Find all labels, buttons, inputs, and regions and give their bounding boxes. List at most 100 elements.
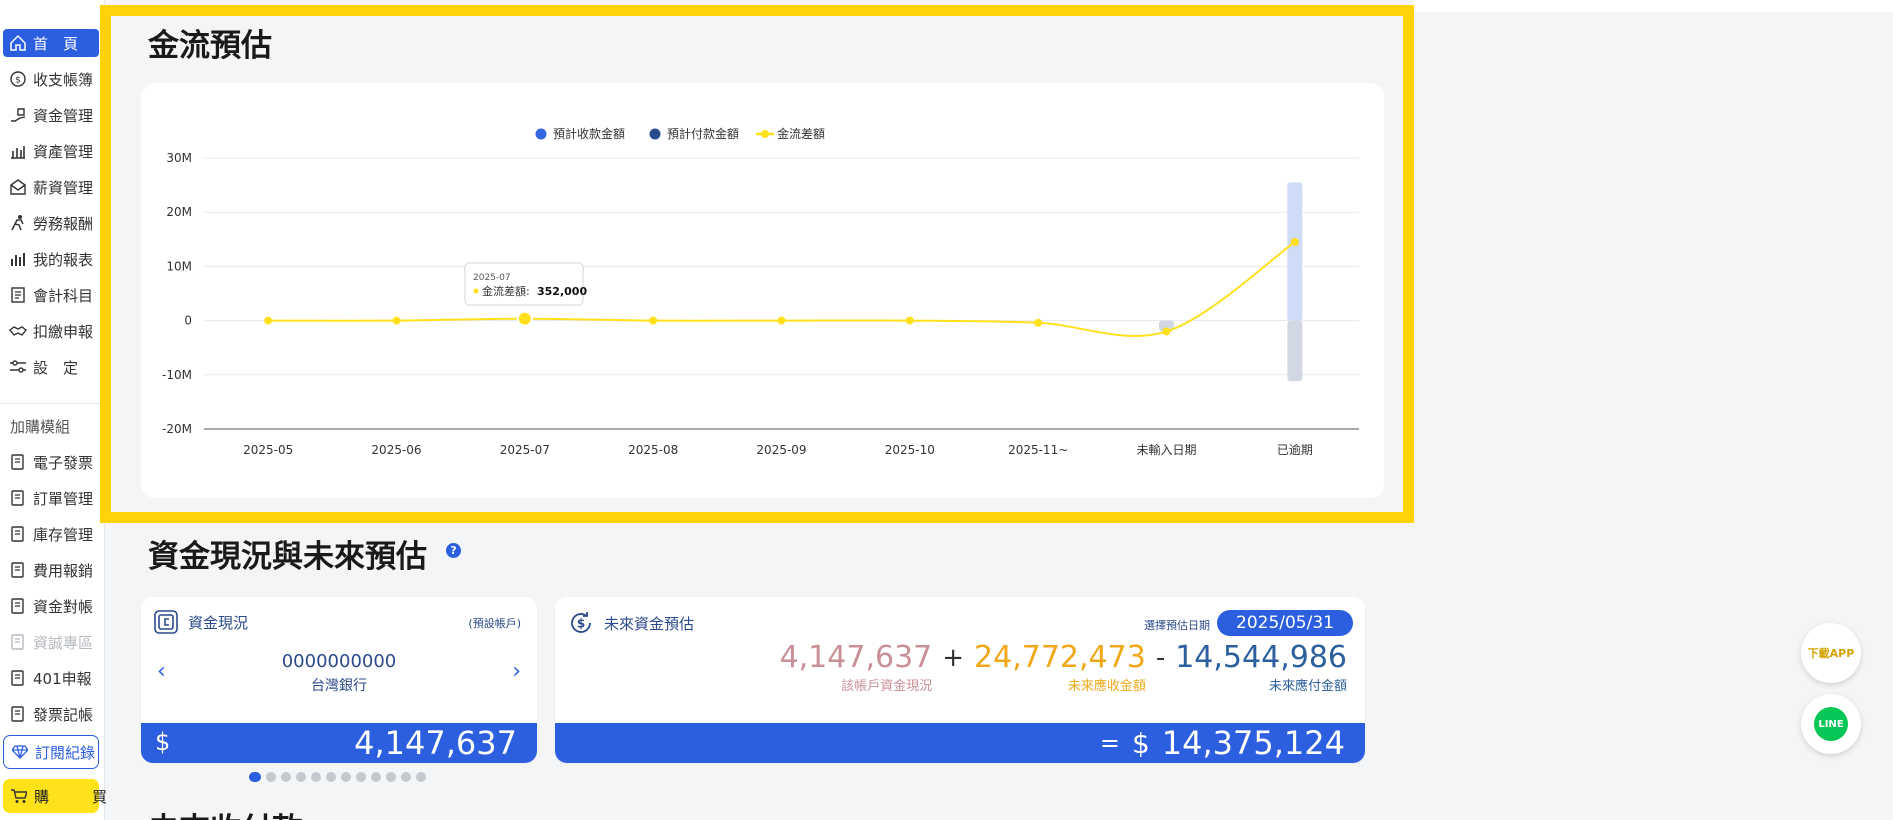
- cashflow-diff-point: [392, 316, 401, 325]
- cashflow-diff-point: [1162, 327, 1171, 336]
- tooltip-value: 352,000: [537, 285, 587, 298]
- document-icon: [9, 489, 27, 507]
- document-icon: [9, 453, 27, 471]
- cart-icon: [11, 788, 27, 804]
- pager-dot[interactable]: [326, 772, 336, 782]
- forecast-formula: 4,147,637 該帳戶資金現況 + 24,772,473 未來應收金額 - …: [780, 640, 1347, 695]
- addon-item-7[interactable]: 發票記帳: [3, 700, 99, 728]
- help-icon[interactable]: ?: [446, 543, 461, 558]
- bank-card-icon: [154, 610, 178, 634]
- y-tick-label: -20M: [162, 422, 192, 436]
- addon-item-label: 401申報: [33, 669, 92, 688]
- top-strip: [1414, 0, 1893, 12]
- default-account-tag: (預設帳戶): [468, 617, 521, 630]
- sidebar-item-label: 勞務報酬: [33, 214, 94, 233]
- addon-item-1[interactable]: 訂單管理: [3, 484, 99, 512]
- coin-icon: $: [9, 70, 27, 88]
- pager-dot[interactable]: [401, 772, 411, 782]
- line-button[interactable]: LINE: [1801, 694, 1861, 754]
- payable-bar: [1287, 320, 1303, 382]
- sidebar-item-label: 我的報表: [33, 250, 94, 269]
- home-icon: [9, 34, 27, 52]
- sidebar-item-label: 薪資管理: [33, 178, 94, 197]
- addon-item-label: 庫存管理: [33, 525, 94, 544]
- sidebar-item-4[interactable]: 薪資管理: [3, 173, 99, 201]
- sidebar-item-label: 設 定: [33, 358, 79, 377]
- funds-title: 資金現況與未來預估: [148, 539, 427, 575]
- sidebar-item-6[interactable]: 我的報表: [3, 245, 99, 273]
- pager-dot[interactable]: [266, 772, 276, 782]
- addon-item-label: 發票記帳: [33, 705, 94, 724]
- current-balance-label: 該帳戶資金現況: [841, 679, 933, 694]
- pager-dot[interactable]: [281, 772, 291, 782]
- receivable-label: 未來應收金額: [1067, 679, 1146, 694]
- addon-item-4[interactable]: 資金對帳: [3, 592, 99, 620]
- current-amount: 4,147,637: [354, 724, 517, 762]
- pager-dot[interactable]: [386, 772, 396, 782]
- pager-dot[interactable]: [341, 772, 351, 782]
- cashflow-diff-point: [264, 316, 273, 325]
- current-funds-title: 資金現況: [188, 613, 249, 632]
- sidebar-item-7[interactable]: 會計科目: [3, 281, 99, 309]
- buy-button[interactable]: 購 買: [3, 779, 107, 813]
- payable-value: 14,544,986: [1175, 640, 1347, 675]
- cashflow-diff-point: [777, 316, 786, 325]
- current-funds-card: 資金現況 (預設帳戶) ‹ › 0000000000 台灣銀行 $ 4,147,…: [141, 597, 537, 763]
- next-section-title: 未來收付款: [148, 810, 328, 820]
- addon-item-6[interactable]: 401申報: [3, 664, 99, 692]
- addon-item-3[interactable]: 費用報銷: [3, 556, 99, 584]
- next-account-button[interactable]: ›: [512, 659, 521, 684]
- document-icon: [9, 561, 27, 579]
- cashflow-diff-point: [649, 316, 658, 325]
- diamond-icon: [12, 745, 28, 759]
- sidebar-item-2[interactable]: 資金管理: [3, 101, 99, 129]
- sidebar-item-0[interactable]: 首 頁: [3, 29, 99, 57]
- sidebar: 首 頁 $ 收支帳簿 資金管理 資產管理 薪資管理 勞務報酬 我的報表 會計科目 扣繳申報設 定 …: [0, 0, 107, 820]
- hand-money-icon: [9, 106, 27, 124]
- download-app-button[interactable]: 下載APP: [1801, 623, 1861, 683]
- receivable-bar: [1287, 182, 1303, 321]
- x-tick-label: 2025-06: [371, 443, 421, 457]
- pager-dot[interactable]: [296, 772, 306, 782]
- worker-icon: [9, 214, 27, 232]
- sidebar-divider: [0, 403, 100, 404]
- addon-item-0[interactable]: 電子發票: [3, 448, 99, 476]
- pager-dot[interactable]: [356, 772, 366, 782]
- sidebar-item-9[interactable]: 設 定: [3, 353, 99, 381]
- sidebar-item-8[interactable]: 扣繳申報: [3, 317, 99, 345]
- current-currency: $: [155, 728, 171, 756]
- sidebar-item-label: 收支帳簿: [33, 70, 94, 89]
- date-select-label: 選擇預估日期: [1144, 619, 1210, 632]
- pager-dot[interactable]: [311, 772, 321, 782]
- pager-dot[interactable]: [416, 772, 426, 782]
- sidebar-item-label: 首 頁: [33, 34, 79, 53]
- document-icon: [9, 597, 27, 615]
- addon-item-label: 電子發票: [33, 453, 94, 472]
- document-icon: [9, 525, 27, 543]
- x-tick-label: 2025-11~: [1008, 443, 1068, 457]
- bank-name: 台灣銀行: [311, 678, 367, 694]
- sidebar-item-5[interactable]: 勞務報酬: [3, 209, 99, 237]
- buy-label: 購 買: [34, 787, 122, 806]
- document-icon: [9, 669, 27, 687]
- tooltip-marker: [473, 288, 479, 294]
- pager-dot[interactable]: [249, 772, 261, 782]
- prev-account-button[interactable]: ‹: [157, 659, 166, 684]
- sidebar-item-label: 資產管理: [33, 142, 94, 161]
- addon-item-label: 訂單管理: [33, 489, 94, 508]
- svg-text:$: $: [15, 76, 21, 86]
- sidebar-item-label: 會計科目: [33, 286, 94, 305]
- addon-item-2[interactable]: 庫存管理: [3, 520, 99, 548]
- subscription-record-button[interactable]: 訂閱紀錄: [3, 735, 99, 769]
- payable-label: 未來應付金額: [1268, 679, 1347, 694]
- sidebar-item-3[interactable]: 資產管理: [3, 137, 99, 165]
- y-tick-label: 0: [184, 314, 192, 328]
- forecast-date-picker[interactable]: 2025/05/31: [1217, 610, 1353, 636]
- pager-dot[interactable]: [371, 772, 381, 782]
- sidebar-item-1[interactable]: $ 收支帳簿: [3, 65, 99, 93]
- y-tick-label: 20M: [166, 205, 192, 219]
- handshake-icon: [9, 322, 27, 340]
- legend-label: 金流差額: [777, 126, 825, 141]
- plus-sign: +: [942, 643, 965, 673]
- addon-item-label: 資金對帳: [33, 597, 94, 616]
